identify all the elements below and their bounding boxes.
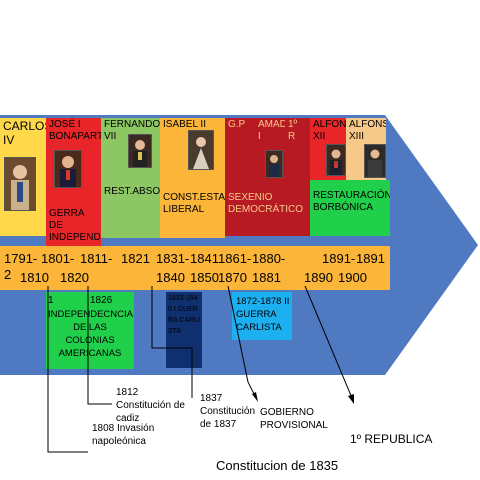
year-label: 1880-	[252, 251, 286, 266]
year-label: 1861-	[218, 251, 252, 266]
portrait-amadeo-i	[265, 150, 283, 178]
portrait-jose-i	[54, 150, 82, 188]
period-guerra-independencia: GERRA DE INDEPENDENCIA	[46, 188, 101, 246]
event-segunda-guerra-carlista: 1872-1878 II GUERRA CARLISTA	[232, 292, 292, 340]
portrait-alfonso-xiii	[364, 144, 386, 178]
note-gobierno-provisional: GOBIERNO PROVISIONAL	[260, 407, 328, 431]
year-label: 1831-	[156, 251, 190, 266]
year-label: 1891-	[322, 251, 356, 266]
years-band	[0, 246, 390, 290]
portrait-fernando-vii	[128, 134, 152, 168]
year-label: 1820	[60, 270, 89, 285]
year-label: 1821	[121, 251, 150, 266]
period-estado-liberal: CONST.ESTADO LIBERAL	[160, 180, 225, 238]
period-restauracion-borbonica: RESTAURACIÓN BORBÓNICA	[310, 180, 390, 236]
year-label: 1841	[190, 251, 219, 266]
year-label: 1811-	[80, 251, 113, 266]
portrait-carlos-iv	[4, 157, 36, 211]
note-primera-republica: 1º REPUBLICA	[350, 432, 433, 446]
year-label: 1891	[356, 251, 385, 266]
year-label: 1850	[190, 270, 219, 285]
year-label: 1881	[252, 270, 281, 285]
period-restauracion-absolutista: REST.ABSOLUTISTA	[101, 180, 160, 238]
note-constitucion-1837: 1837 Constitución de 1837	[200, 393, 256, 430]
year-label: 1900	[338, 270, 367, 285]
portrait-alfonso-xii	[326, 144, 346, 176]
year-label: 1840	[156, 270, 185, 285]
event-primera-guerra-carlista: 1833-1840 I GUERRA CARLISTA	[166, 292, 202, 368]
event-independencia-colonias: 1 1826 INDEPENDECNCIA DE LAS COLONIAS AM…	[46, 292, 134, 369]
note-invasion-napoleonica: 1808 Invasión napoleónica	[92, 423, 155, 447]
year-label: 1810	[20, 270, 49, 285]
period-sexenio-democratico: SEXENIO DEMOCRÁTICO	[225, 180, 310, 236]
year-label: 1870	[218, 270, 247, 285]
year-label: 1890	[304, 270, 333, 285]
year-label: 1791-2	[4, 251, 38, 282]
note-constitucion-cadiz: 1812 Constitución de cadiz	[116, 387, 185, 424]
reign-gp: G.P	[225, 118, 255, 180]
portrait-isabel-ii	[188, 130, 214, 170]
note-constitucion-1835: Constitucion de 1835	[216, 458, 339, 473]
reign-primera-republica: 1º R	[285, 118, 310, 180]
year-label: 1801-	[41, 251, 75, 266]
